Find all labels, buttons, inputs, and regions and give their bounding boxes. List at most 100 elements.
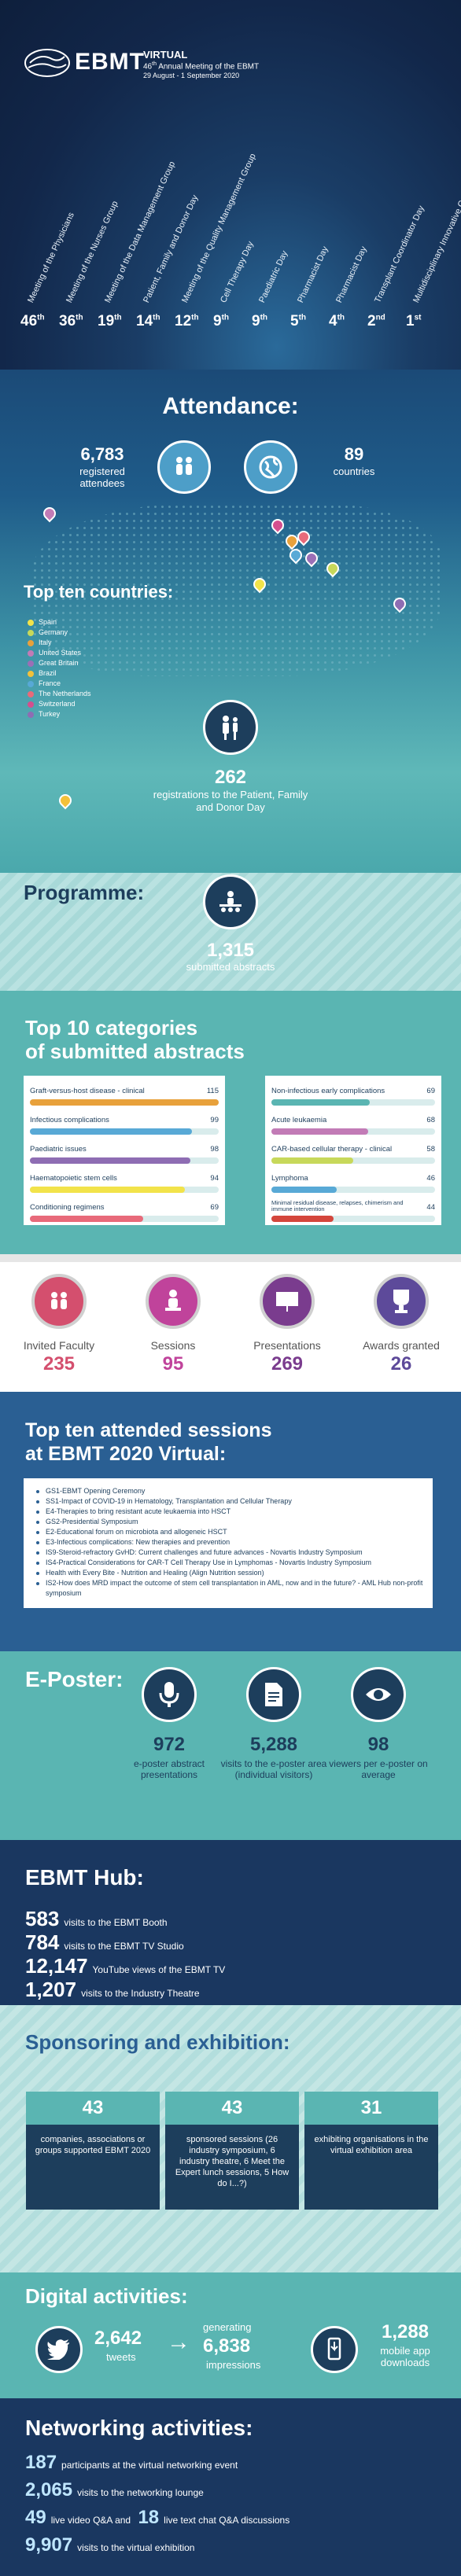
meeting-count: 36th — [59, 313, 83, 330]
meeting-label: Pharmacist Day — [296, 245, 330, 304]
meeting-count-suffix: th — [191, 313, 199, 322]
sponsoring-box-text: companies, associations or groups suppor… — [35, 2135, 151, 2155]
meeting-count: 9th — [252, 313, 267, 330]
meeting-label: Cell Therapy Day — [219, 240, 256, 304]
microphone-icon — [142, 1667, 197, 1722]
country-name: Switzerland — [39, 700, 76, 708]
country-color-dot — [28, 650, 34, 657]
category-value: 99 — [210, 1116, 219, 1124]
meeting-count: 9th — [213, 313, 229, 330]
eposter-stat-label: viewers per e-poster on average — [329, 1758, 428, 1780]
world-map-dots — [31, 503, 441, 676]
networking-stat-3-number-2: 18 — [138, 2507, 160, 2528]
country-color-dot — [28, 660, 34, 667]
category-value: 46 — [426, 1174, 435, 1183]
country-item: United States — [28, 648, 91, 658]
map-pin-icon — [40, 504, 59, 523]
meeting-name: Annual Meeting of the EBMT — [158, 62, 260, 72]
category-bar-fill — [30, 1216, 143, 1222]
meeting-label: Meeting of the Quality Management Group — [180, 152, 258, 304]
country-name: The Netherlands — [39, 690, 91, 697]
category-bar-fill — [271, 1128, 368, 1135]
category-bar-fill — [271, 1216, 334, 1222]
meeting-count-number: 1 — [406, 313, 415, 329]
hub-stat-label: visits to the EBMT TV Studio — [64, 1941, 184, 1952]
country-item: Spain — [28, 617, 91, 627]
patient-icon — [203, 700, 258, 755]
categories-right-column: Non-infectious early complications 69 Acut… — [0, 991, 461, 1254]
award-icon — [374, 1274, 429, 1329]
meeting-dates: 29 August - 1 September 2020 — [143, 72, 240, 79]
hub-stat: 784 visits to the EBMT TV Studio — [25, 1930, 184, 1955]
country-name: Great Britain — [39, 659, 79, 667]
meeting-count: 14th — [136, 313, 160, 330]
document-icon — [246, 1667, 301, 1722]
meeting-number: 46 — [143, 62, 153, 72]
sponsoring-box-text: sponsored sessions (26 industry symposiu… — [175, 2135, 290, 2188]
category-label: Paediatric issues — [30, 1145, 87, 1154]
category-label: Acute leukaemia — [271, 1116, 327, 1124]
country-item: Great Britain — [28, 658, 91, 668]
faculty-stat-value: 95 — [162, 1353, 184, 1374]
app-downloads-number: 1,288 — [381, 2321, 430, 2342]
category-label: Non-infectious early complications — [271, 1087, 385, 1095]
category-bar-fill — [271, 1099, 370, 1106]
faculty-stat-value: 235 — [42, 1353, 76, 1374]
faculty-stat-label: Sessions — [150, 1339, 196, 1352]
hub-section: EBMT Hub: 583 visits to the EBMT Booth 784… — [0, 1840, 461, 2005]
country-item: France — [28, 679, 91, 689]
meeting-count: 1st — [406, 313, 421, 330]
faculty-stat-value: 269 — [271, 1353, 304, 1374]
meeting-count: 4th — [329, 313, 345, 330]
networking-stat-4-number: 9,907 — [25, 2534, 73, 2556]
tweets-label: tweets — [106, 2351, 136, 2363]
sponsoring-title: Sponsoring and exhibition: — [25, 2030, 290, 2054]
sessions-list: GS1-EBMT Opening Ceremony SS1-Impact of C… — [24, 1478, 433, 1608]
category-bar-fill — [30, 1157, 190, 1164]
category-label: Conditioning regimens — [30, 1203, 105, 1212]
meeting-count-suffix: th — [76, 313, 83, 322]
attendees-number: 6,783 — [80, 444, 124, 464]
programme-title: Programme: — [24, 881, 145, 904]
country-name: Spain — [39, 618, 57, 626]
sessions-title-1: Top ten attended sessions — [25, 1419, 272, 1441]
attendees-icon — [157, 440, 211, 494]
attendance-title: Attendance: — [162, 393, 299, 419]
networking-stat-3: 49 live video Q&A and 18 live text chat Q&… — [25, 2507, 290, 2529]
meeting-count-number: 9 — [252, 313, 260, 329]
category-bar — [271, 1099, 435, 1106]
presentations-icon — [260, 1274, 315, 1329]
category-bar-fill — [271, 1187, 337, 1193]
networking-stat-2: 2,065 visits to the networking lounge — [25, 2479, 204, 2501]
meeting-count-suffix: th — [221, 313, 230, 322]
meeting-number-suffix: th — [152, 61, 157, 67]
country-name: United States — [39, 649, 82, 657]
globe-icon — [244, 440, 297, 494]
category-bar — [30, 1216, 219, 1222]
eposter-stat-number: 98 — [367, 1734, 389, 1755]
sponsoring-section: Sponsoring and exhibition: 43 companies, … — [0, 2005, 461, 2272]
programme-section: Programme: 1,315 submitted abstracts — [0, 873, 461, 991]
country-color-dot — [28, 680, 34, 687]
meeting-count-number: 46 — [20, 313, 38, 329]
networking-section: Networking activities: 187 participants a… — [0, 2398, 461, 2576]
map-pin-icon — [56, 791, 75, 810]
country-name: Brazil — [39, 669, 57, 677]
top-countries-title: Top ten countries: — [24, 582, 174, 602]
meeting-count: 46th — [20, 313, 45, 330]
meeting-count: 5th — [290, 313, 306, 330]
meeting-count: 12th — [175, 313, 199, 330]
category-bar — [271, 1187, 435, 1193]
eposter-stat-number: 5,288 — [249, 1734, 298, 1755]
hub-stat: 583 visits to the EBMT Booth — [25, 1907, 168, 1931]
sponsoring-box: 43 sponsored sessions (26 industry sympos… — [165, 2092, 299, 2210]
hub-stat-label: visits to the EBMT Booth — [64, 1917, 168, 1928]
hub-stat-number: 1,207 — [25, 1978, 77, 2001]
eposter-stat-number: 972 — [153, 1734, 186, 1755]
sponsoring-box-number: 43 — [26, 2092, 160, 2125]
eposter-stat-label: visits to the e-poster area (individual … — [220, 1758, 327, 1780]
meeting-label: Pharmacist Day — [334, 245, 369, 304]
category-value: 68 — [426, 1116, 435, 1124]
country-name: Italy — [39, 638, 52, 646]
meeting-label: Meeting of the Data Management Group — [103, 160, 178, 304]
